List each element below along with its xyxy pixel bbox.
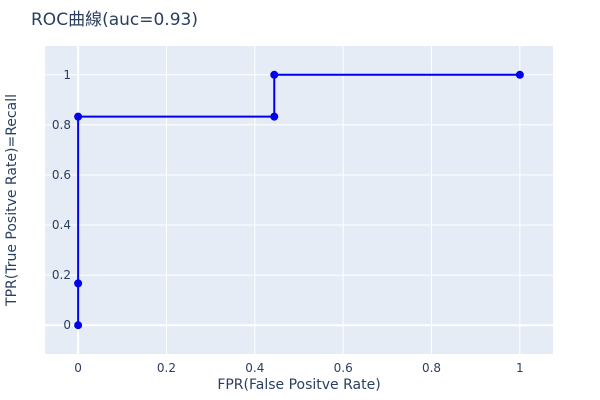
x-tick-label: 0.4 bbox=[245, 361, 264, 375]
y-tick-label: 1 bbox=[63, 68, 71, 82]
y-tick-label: 0.8 bbox=[52, 118, 71, 132]
y-tick-label: 0.2 bbox=[52, 268, 71, 282]
x-tick-labels: 0 0.2 0.4 0.6 0.8 1 bbox=[74, 361, 523, 375]
y-tick-labels: 0 0.2 0.4 0.6 0.8 1 bbox=[52, 68, 71, 332]
x-tick-label: 0 bbox=[74, 361, 82, 375]
x-tick-label: 0.6 bbox=[334, 361, 353, 375]
roc-point bbox=[74, 112, 83, 121]
series-layer bbox=[74, 70, 524, 330]
roc-point bbox=[270, 112, 279, 121]
roc-line-series-0 bbox=[77, 73, 521, 327]
roc-point bbox=[74, 321, 83, 330]
y-axis-title: TPR(True Positve Rate)=Recall bbox=[4, 94, 20, 307]
roc-point bbox=[270, 70, 279, 79]
y-tick-label: 0.4 bbox=[52, 218, 71, 232]
roc-point bbox=[515, 70, 524, 79]
x-tick-label: 0.8 bbox=[422, 361, 441, 375]
roc-point bbox=[74, 279, 83, 288]
x-axis-title: FPR(False Positve Rate) bbox=[217, 377, 380, 393]
x-tick-label: 1 bbox=[516, 361, 524, 375]
plot-area bbox=[45, 46, 553, 354]
chart-title: ROC曲線(auc=0.93) bbox=[31, 10, 198, 30]
y-tick-label: 0 bbox=[63, 318, 71, 332]
y-tick-label: 0.6 bbox=[52, 168, 71, 182]
x-tick-label: 0.2 bbox=[157, 361, 176, 375]
